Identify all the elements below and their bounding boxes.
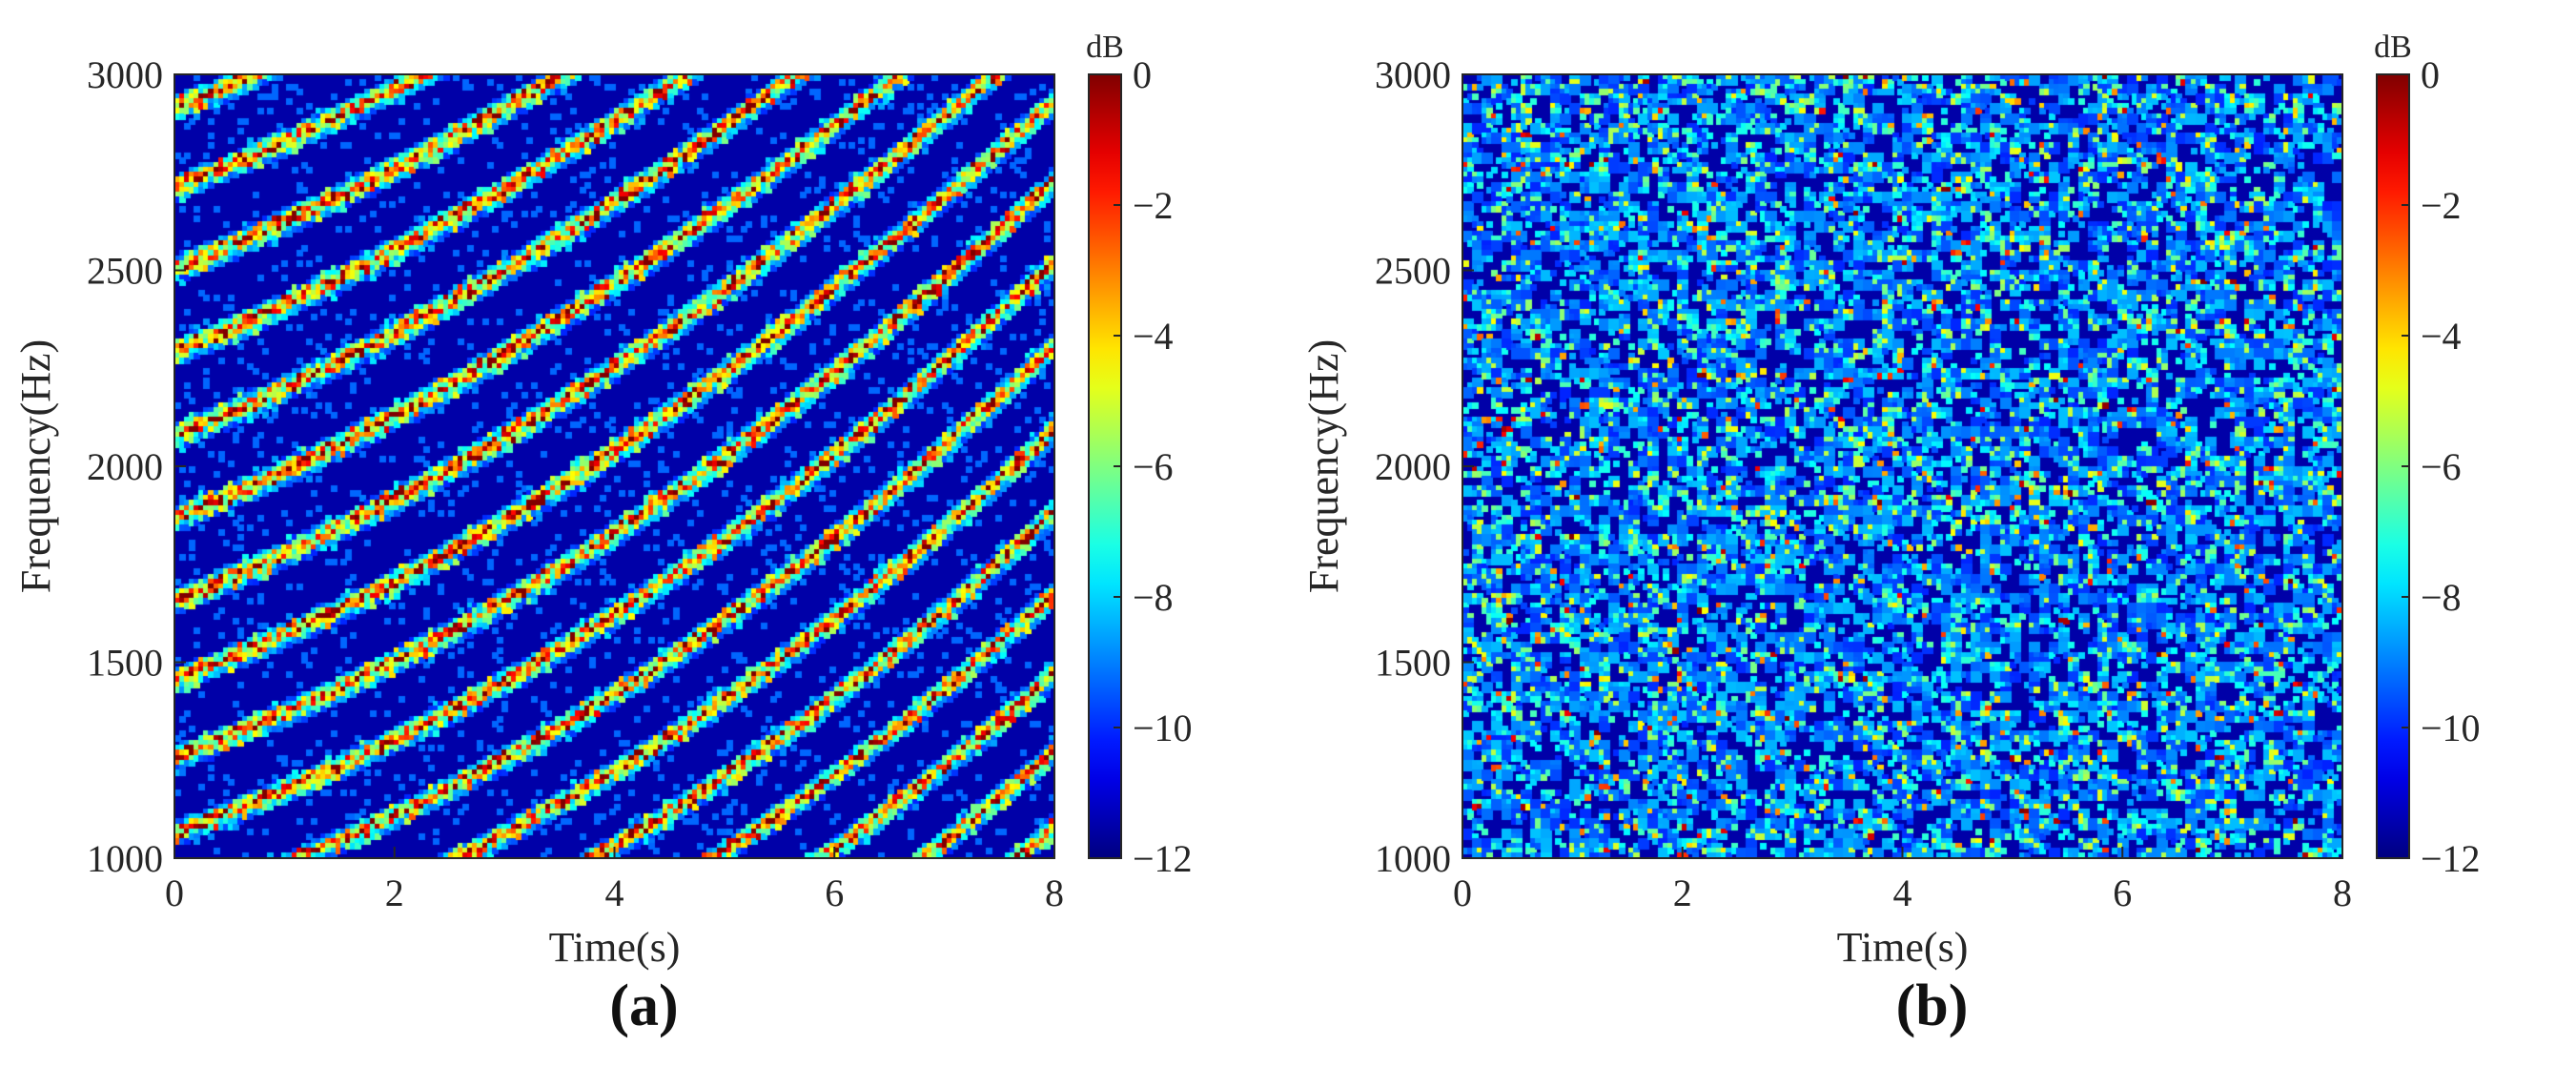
colorbar-tick-label: 0 [2421,53,2440,96]
colorbar-tick-label: −4 [1133,315,1174,358]
colorbar-tick-label: −12 [1133,837,1193,880]
x-tick-label: 0 [1453,872,1472,914]
colorbar-label: dB [2374,30,2412,65]
colorbar-tick-label: −6 [1133,445,1174,488]
colorbar-tick-label: −8 [2421,576,2462,619]
y-tick-label: 1500 [87,642,163,685]
y-axis-label: Frequency(Hz) [1300,339,1347,593]
figure-label-a: (a) [609,974,679,1038]
spectrogram-area [174,74,1054,858]
chart-a-svg: 0 2 4 6 8 1000 1500 2000 2500 3000 Time(s) Frequenc… [12,30,1193,971]
colorbar-tick-label: −2 [2421,184,2462,227]
colorbar-label: dB [1086,30,1124,65]
figure-a: 0 2 4 6 8 1000 1500 2000 2500 3000 Time(s) Frequenc… [12,30,1193,1038]
colorbar-tick-label: −4 [2421,315,2462,358]
colorbar-tick-label: 0 [1133,53,1152,96]
y-tick-label: 1000 [87,837,163,880]
x-tick-label: 4 [605,872,624,914]
x-tick-label: 6 [825,872,844,914]
x-tick-label: 0 [165,872,184,914]
y-tick-label: 2000 [1375,445,1451,488]
colorbar-tick-label: −6 [2421,445,2462,488]
colorbar-tick-label: −10 [2421,707,2481,749]
x-tick-label: 4 [1893,872,1912,914]
y-tick-label: 2000 [87,445,163,488]
x-tick-label: 8 [2333,872,2352,914]
y-tick-label: 1000 [1375,837,1451,880]
chart-b-svg: 0 2 4 6 8 1000 1500 2000 2500 3000 Time(s) Frequenc… [1300,30,2481,971]
y-tick-label: 1500 [1375,642,1451,685]
x-axis-label: Time(s) [1837,924,1969,971]
spectrogram-area [1462,74,2342,858]
colorbar-tick-label: −10 [1133,707,1193,749]
x-tick-label: 2 [385,872,404,914]
y-axis-label: Frequency(Hz) [12,339,59,593]
colorbar-tick-label: −8 [1133,576,1174,619]
y-tick-label: 3000 [1375,53,1451,96]
x-tick-label: 2 [1673,872,1692,914]
colorbar-tick-label: −12 [2421,837,2481,880]
y-tick-label: 2500 [1375,250,1451,293]
x-tick-label: 6 [2113,872,2132,914]
x-tick-label: 8 [1045,872,1064,914]
y-tick-label: 2500 [87,250,163,293]
x-axis-label: Time(s) [549,924,681,971]
y-tick-label: 3000 [87,53,163,96]
colorbar-tick-label: −2 [1133,184,1174,227]
figure-b: 0 2 4 6 8 1000 1500 2000 2500 3000 Time(s) Frequenc… [1288,0,2576,1087]
figure-label-b: (b) [1895,974,1969,1038]
